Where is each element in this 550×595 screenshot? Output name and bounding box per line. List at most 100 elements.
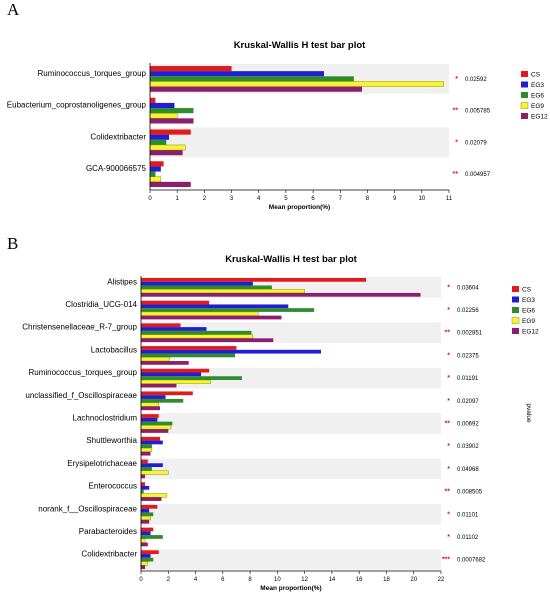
chart0-title: Kruskal-Wallis H test bar plot — [234, 40, 366, 51]
chart0-legend-swatch-eg9 — [520, 102, 529, 109]
chart1-legend-swatch-eg3 — [512, 296, 519, 303]
chart0-bar-eg6 — [150, 76, 354, 82]
chart1-bar-cs — [141, 527, 154, 532]
chart1-category-label: Lachnoclostridium — [73, 414, 138, 423]
chart0-bar-eg6 — [150, 171, 156, 177]
chart1-bar-eg6 — [141, 308, 315, 312]
chart0-x-axis-label: Mean proportion(%) — [269, 204, 330, 211]
chart1-category-label: Colidextribacter — [81, 550, 137, 559]
chart0-bar-cs — [150, 66, 232, 72]
chart1-bar-eg12 — [141, 315, 282, 320]
chart0-category-label: Eubacterium_coprostanoligenes_group — [7, 101, 147, 110]
chart0-bar-eg9 — [149, 176, 162, 183]
chart0-x-tick-label: 5 — [284, 196, 288, 202]
chart1-bar-eg12 — [141, 406, 161, 411]
chart0-bar-cs — [150, 97, 156, 103]
chart1-bar-cs — [141, 414, 159, 418]
chart0-x-tick-label: 0 — [148, 196, 152, 202]
chart1-pvalue: 0.0007682 — [457, 558, 486, 564]
chart0-bar-eg3 — [150, 71, 324, 77]
chart0-x-tick-label: 6 — [311, 196, 315, 202]
chart1-bar-eg6 — [141, 421, 173, 426]
chart0-pvalue: 0.02079 — [465, 140, 487, 146]
chart1-bar-cs — [141, 504, 158, 509]
chart1-legend-label: EG9 — [522, 318, 535, 325]
chart1-bar-eg6 — [141, 444, 152, 449]
chart0-bar-eg3 — [150, 102, 175, 109]
chart1-pvalue: 0.03604 — [457, 285, 479, 291]
chart0-significance: ** — [453, 108, 459, 115]
chart1-legend-label: EG6 — [522, 308, 535, 315]
chart1-bar-eg9 — [140, 447, 153, 453]
chart1-bar-eg9 — [140, 402, 159, 407]
chart1-significance: ** — [445, 330, 451, 337]
panel-a-label: A — [7, 0, 20, 19]
chart1-band-bg — [141, 458, 441, 480]
chart1-pvalue: 0.01101 — [457, 512, 479, 518]
chart1-x-tick-label: 16 — [356, 577, 363, 583]
chart0-legend-label: EG3 — [531, 82, 544, 89]
chart0-category-label: Ruminococcus_torques_group — [37, 69, 146, 78]
chart1-x-axis-label: Mean proportion(%) — [260, 585, 321, 592]
chart1-bar-eg12 — [141, 383, 177, 388]
chart0-bar-eg9 — [149, 81, 444, 87]
chart1-bar-eg3 — [141, 554, 151, 558]
chart0-x-tick-label: 7 — [339, 196, 343, 202]
chart1-significance: * — [447, 443, 450, 450]
chart0-bar-eg3 — [150, 134, 170, 140]
chart1-category-label: Alistipes — [107, 277, 137, 286]
chart1-bar-eg3 — [141, 304, 289, 309]
chart1-bar-eg3 — [141, 440, 163, 445]
chart1-pvalue: 0.01102 — [457, 535, 479, 541]
chart1-bar-eg12 — [141, 519, 150, 524]
chart1-bar-eg3 — [141, 349, 321, 354]
chart1-bar-eg9 — [140, 425, 172, 430]
chart1-pvalue: 0.04968 — [457, 467, 479, 473]
chart1-bar-eg12 — [141, 497, 162, 501]
chart1-bar-eg3 — [141, 281, 253, 286]
chart-b: Kruskal-Wallis H test bar plot Alistipes *… — [22, 254, 539, 592]
chart1-bar-eg12 — [141, 429, 169, 433]
chart1-legend-swatch-eg6 — [512, 307, 519, 313]
chart0-legend-label: EG9 — [531, 103, 544, 110]
chart1-bar-eg12 — [141, 292, 421, 297]
chart1-legend-label: EG12 — [522, 329, 539, 336]
chart1-y-axis-label: pvalue — [525, 403, 532, 423]
chart0-bar-eg12 — [150, 150, 183, 156]
chart0-legend-swatch-eg12 — [521, 113, 528, 119]
chart1-bar-eg3 — [141, 531, 151, 536]
chart0-bar-eg12 — [150, 181, 191, 187]
chart0-significance: * — [455, 76, 458, 83]
chart1-pvalue: 0.002851 — [457, 331, 483, 337]
chart1-bar-cs — [141, 368, 210, 373]
chart1-legend-swatch-eg12 — [512, 328, 519, 334]
chart1-category-label: Lactobacillus — [91, 345, 137, 354]
chart1-x-tick-label: 2 — [167, 577, 171, 583]
chart1-bar-eg9 — [140, 515, 151, 521]
chart1-legend-swatch-eg9 — [511, 317, 520, 324]
chart1-bar-cs — [141, 391, 193, 396]
chart1-bar-eg3 — [141, 485, 150, 490]
chart0-bar-eg6 — [150, 108, 194, 114]
chart1-bar-eg12 — [141, 474, 146, 479]
chart1-category-label: norank_f__Oscillospiraceae — [38, 504, 137, 513]
chart1-bar-eg9 — [140, 289, 305, 294]
chart1-x-tick-label: 12 — [301, 577, 308, 583]
chart1-bar-eg12 — [141, 338, 274, 343]
chart0-bar-cs — [150, 161, 164, 167]
chart1-bar-eg9 — [140, 470, 169, 475]
chart1-bar-eg3 — [141, 508, 150, 513]
chart1-bar-eg3 — [141, 463, 163, 468]
chart1-bar-eg6 — [141, 489, 144, 494]
chart1-category-label: unclassified_f_Oscillospiraceae — [25, 391, 137, 400]
chart1-significance: * — [447, 511, 450, 518]
chart1-x-tick-label: 22 — [438, 577, 445, 583]
chart1-category-label: Parabacteroides — [79, 527, 137, 536]
chart1-x-tick-label: 4 — [194, 577, 198, 583]
chart1-bar-eg9 — [140, 357, 170, 362]
chart1-category-label: Shuttleworthia — [86, 436, 137, 445]
chart1-bar-eg9 — [140, 493, 168, 498]
chart0-bar-eg6 — [150, 139, 167, 145]
chart0-x-tick-label: 8 — [366, 196, 370, 202]
chart0-pvalue: 0.005785 — [465, 109, 491, 115]
